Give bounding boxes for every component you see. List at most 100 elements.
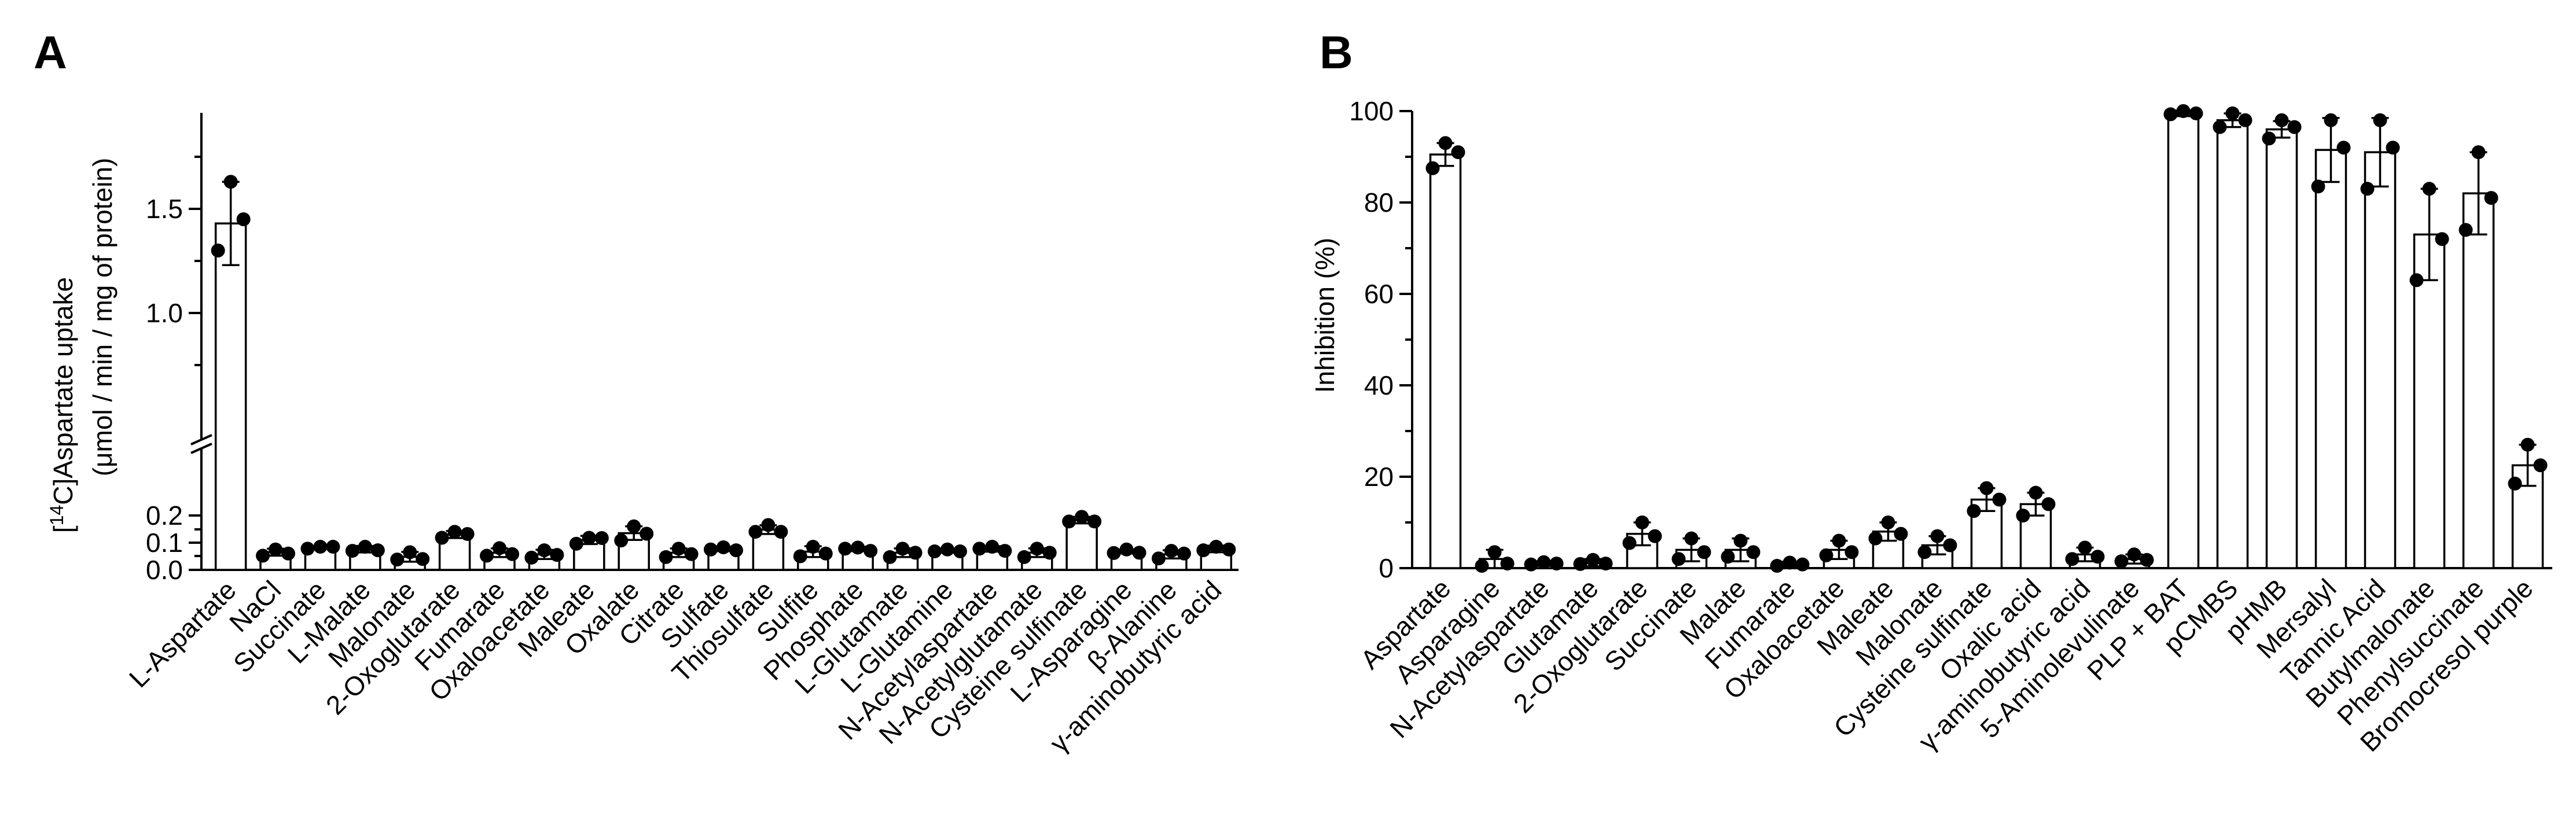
panel-a-category-labels: L-AspartateNaClSuccinateL-MalateMalonate… bbox=[123, 574, 1228, 758]
panel-a-point-16-1 bbox=[953, 544, 967, 559]
panel-b-bar-20 bbox=[2413, 233, 2446, 569]
panel-b-point-18-0 bbox=[2324, 113, 2338, 127]
panel-b-bar-19 bbox=[2364, 151, 2397, 569]
panel-a-bars bbox=[211, 175, 1236, 571]
panel-a-point-13-0 bbox=[806, 540, 820, 554]
panel-a-point-2-1 bbox=[326, 540, 340, 554]
panel-b-category-labels: AspartateAsparagineN-AcetylaspartateGlut… bbox=[1355, 573, 2539, 757]
panel-b-point-2-2 bbox=[1524, 557, 1538, 572]
panel-b-point-21-1 bbox=[2484, 191, 2498, 205]
panel-b-point-7-2 bbox=[1770, 559, 1784, 573]
panel-b-point-1-2 bbox=[1475, 559, 1489, 573]
panel-a-point-11-2 bbox=[704, 542, 718, 557]
panel-a-point-0-2 bbox=[211, 244, 225, 257]
panel-b-point-12-1 bbox=[2041, 497, 2056, 511]
panel-a-point-8-0 bbox=[582, 531, 596, 545]
panel-a-point-2-2 bbox=[300, 542, 315, 556]
panel-a-point-16-2 bbox=[927, 544, 942, 559]
panel-b-bar-0 bbox=[1429, 153, 1462, 569]
panel-b-point-17-0 bbox=[2274, 113, 2289, 127]
panel-a-point-9-1 bbox=[640, 526, 654, 541]
panel-b-bar-15 bbox=[2167, 112, 2200, 569]
panel-a-point-20-1 bbox=[1132, 546, 1146, 560]
panel-a-point-3-1 bbox=[370, 543, 385, 558]
panel-b-point-15-2 bbox=[2163, 107, 2178, 121]
panel-b-point-16-0 bbox=[2225, 106, 2240, 120]
panel-b-point-10-2 bbox=[1917, 545, 1932, 559]
panel-b-point-9-2 bbox=[1868, 531, 1883, 546]
panel-a-y-axis-subtitle: (μmol / min / mg of protein) bbox=[87, 158, 117, 477]
panel-a-y-tick-label-0: 0.0 bbox=[146, 555, 183, 585]
panel-b-point-13-1 bbox=[2090, 550, 2105, 564]
panel-b-point-5-1 bbox=[1697, 545, 1711, 559]
panel-b-point-14-1 bbox=[2140, 553, 2154, 567]
panel-a-point-15-0 bbox=[895, 542, 910, 556]
panel-b-bar-18 bbox=[2314, 149, 2347, 569]
panel-b-point-22-1 bbox=[2533, 458, 2548, 473]
panel-a-point-21-0 bbox=[1164, 544, 1178, 558]
panel-a-point-12-2 bbox=[748, 525, 763, 539]
panel-b-point-5-2 bbox=[1671, 552, 1686, 566]
panel-b-bar-17 bbox=[2265, 128, 2298, 569]
panel-a-y-tick-label-1: 0.1 bbox=[146, 528, 183, 558]
panel-a-point-8-1 bbox=[594, 531, 609, 546]
panel-b-point-13-2 bbox=[2065, 552, 2079, 566]
panel-b-point-3-0 bbox=[1586, 553, 1600, 567]
panel-b-point-15-1 bbox=[2189, 106, 2203, 120]
panel-b-point-0-1 bbox=[1451, 145, 1465, 160]
panel-a-point-7-2 bbox=[524, 550, 539, 565]
panel-a-axis-break-mark-1 bbox=[190, 434, 212, 445]
panel-b-point-9-1 bbox=[1894, 526, 1908, 541]
panel-a-point-5-0 bbox=[447, 525, 462, 539]
panel-b-y-tick-label-5: 100 bbox=[1349, 96, 1394, 126]
panel-b-point-6-2 bbox=[1721, 550, 1735, 564]
panel-b-point-8-0 bbox=[1832, 533, 1846, 548]
panel-b-point-11-0 bbox=[1979, 481, 1994, 495]
panel-b-point-19-1 bbox=[2386, 141, 2400, 155]
panel-b-y-tick-label-1: 20 bbox=[1364, 462, 1394, 492]
panel-a-point-8-2 bbox=[569, 536, 583, 551]
panel-b-point-6-0 bbox=[1733, 533, 1748, 548]
panel-b-point-16-2 bbox=[2213, 120, 2227, 134]
panel-b-point-1-0 bbox=[1487, 545, 1502, 559]
panel-a-point-3-0 bbox=[358, 540, 372, 554]
panel-b-point-10-1 bbox=[1943, 538, 1957, 553]
panel-b-point-9-0 bbox=[1881, 515, 1895, 529]
panel-b-point-14-2 bbox=[2114, 554, 2129, 569]
panel-a-point-0-1 bbox=[236, 212, 251, 226]
panel-a-point-14-0 bbox=[851, 540, 865, 555]
panel-b-bar-21 bbox=[2462, 192, 2495, 569]
panel-a-point-22-2 bbox=[1196, 543, 1211, 558]
panel-b-point-4-0 bbox=[1635, 515, 1649, 529]
panel-b-point-12-0 bbox=[2029, 485, 2043, 500]
panel-b-point-6-1 bbox=[1746, 545, 1761, 559]
panel-b-y-axis-title: Inhibition (%) bbox=[1310, 238, 1340, 393]
panel-a-y-axis-title: [14C]Aspartate uptake bbox=[46, 277, 78, 533]
panel-a-y-tick-label-4: 1.5 bbox=[146, 194, 183, 224]
panel-b-point-13-0 bbox=[2078, 540, 2092, 555]
panel-b-y-tick-label-2: 40 bbox=[1364, 370, 1394, 400]
panel-a-point-21-1 bbox=[1177, 546, 1191, 561]
panel-a-letter: A bbox=[34, 27, 67, 78]
panel-b-point-20-1 bbox=[2435, 232, 2449, 246]
panel-a-axis-break-mark-0 bbox=[190, 443, 212, 454]
panel-b-point-20-0 bbox=[2422, 182, 2437, 196]
panel-b-point-0-2 bbox=[1425, 161, 1440, 175]
panel-a-point-11-1 bbox=[729, 543, 743, 558]
panel-b-point-21-2 bbox=[2459, 223, 2473, 237]
panel-b-point-11-1 bbox=[1992, 492, 2007, 507]
panel-a-point-4-0 bbox=[403, 545, 417, 559]
panel-b: B Inhibition (%) 0 20 40 60 80 100 AspartateA… bbox=[1310, 27, 2552, 757]
panel-a-point-20-2 bbox=[1107, 546, 1121, 560]
panel-a-point-7-0 bbox=[537, 543, 552, 558]
panel-a-point-18-1 bbox=[1042, 546, 1057, 560]
panel-a-point-9-2 bbox=[614, 533, 629, 548]
panel-b-point-0-0 bbox=[1438, 136, 1453, 150]
panel-a-point-10-2 bbox=[659, 550, 673, 564]
panel-a-point-19-0 bbox=[1075, 510, 1089, 524]
panel-b-point-3-2 bbox=[1573, 557, 1588, 571]
panel-a-point-19-1 bbox=[1087, 514, 1102, 529]
panel-b-point-22-2 bbox=[2508, 476, 2522, 491]
panel-a-point-18-0 bbox=[1030, 542, 1044, 556]
